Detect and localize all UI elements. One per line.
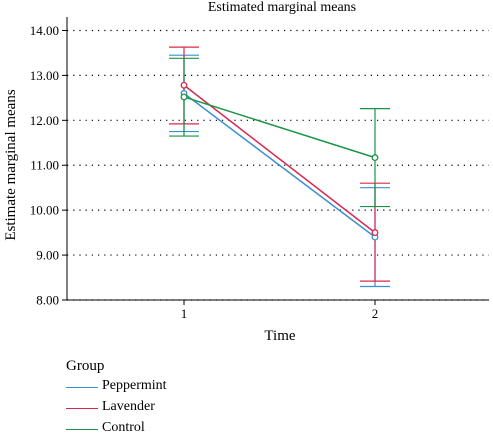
lavender-line (183, 84, 376, 234)
legend-swatch-control (66, 429, 98, 430)
lavender-point-1 (371, 229, 379, 237)
legend-label-peppermint: Peppermint (102, 378, 167, 393)
y-tick-label-5: 13.00 (30, 68, 59, 83)
lavender-point-0 (180, 81, 188, 89)
x-axis-label: Time (264, 328, 295, 344)
legend-items: Peppermint Lavender Control (66, 378, 167, 441)
chart-title: Estimated marginal means (208, 0, 356, 15)
y-tick-label-4: 12.00 (30, 113, 59, 128)
peppermint-line (183, 92, 376, 238)
y-tick-label-0: 8.00 (36, 293, 59, 308)
series-group (169, 46, 390, 288)
axes (66, 17, 489, 301)
legend-item-control: Control (66, 420, 145, 441)
legend-label-control: Control (102, 420, 145, 435)
x-tick-label-1: 2 (372, 306, 379, 321)
y-tick-label-1: 9.00 (36, 248, 59, 263)
legend-swatch-lavender (66, 408, 98, 409)
legend-title: Group (66, 358, 105, 374)
control-line (183, 96, 376, 159)
control-point-1 (371, 154, 379, 162)
legend: Group Peppermint Lavender Control (66, 358, 167, 441)
y-tick-label-3: 11.00 (30, 158, 59, 173)
legend-item-lavender: Lavender (66, 399, 155, 420)
legend-label-lavender: Lavender (102, 399, 155, 414)
gridlines (67, 29, 489, 301)
x-tick-label-0: 1 (181, 306, 188, 321)
y-axis-ticks: 8.00 9.00 10.00 11.00 12.00 13.00 14.00 (30, 23, 67, 308)
legend-swatch-peppermint (66, 387, 98, 388)
y-axis-label: Estimate marginal means (3, 89, 19, 241)
y-tick-label-6: 14.00 (30, 23, 59, 38)
legend-item-peppermint: Peppermint (66, 378, 167, 399)
control-point-0 (180, 93, 188, 101)
y-tick-label-2: 10.00 (30, 203, 59, 218)
